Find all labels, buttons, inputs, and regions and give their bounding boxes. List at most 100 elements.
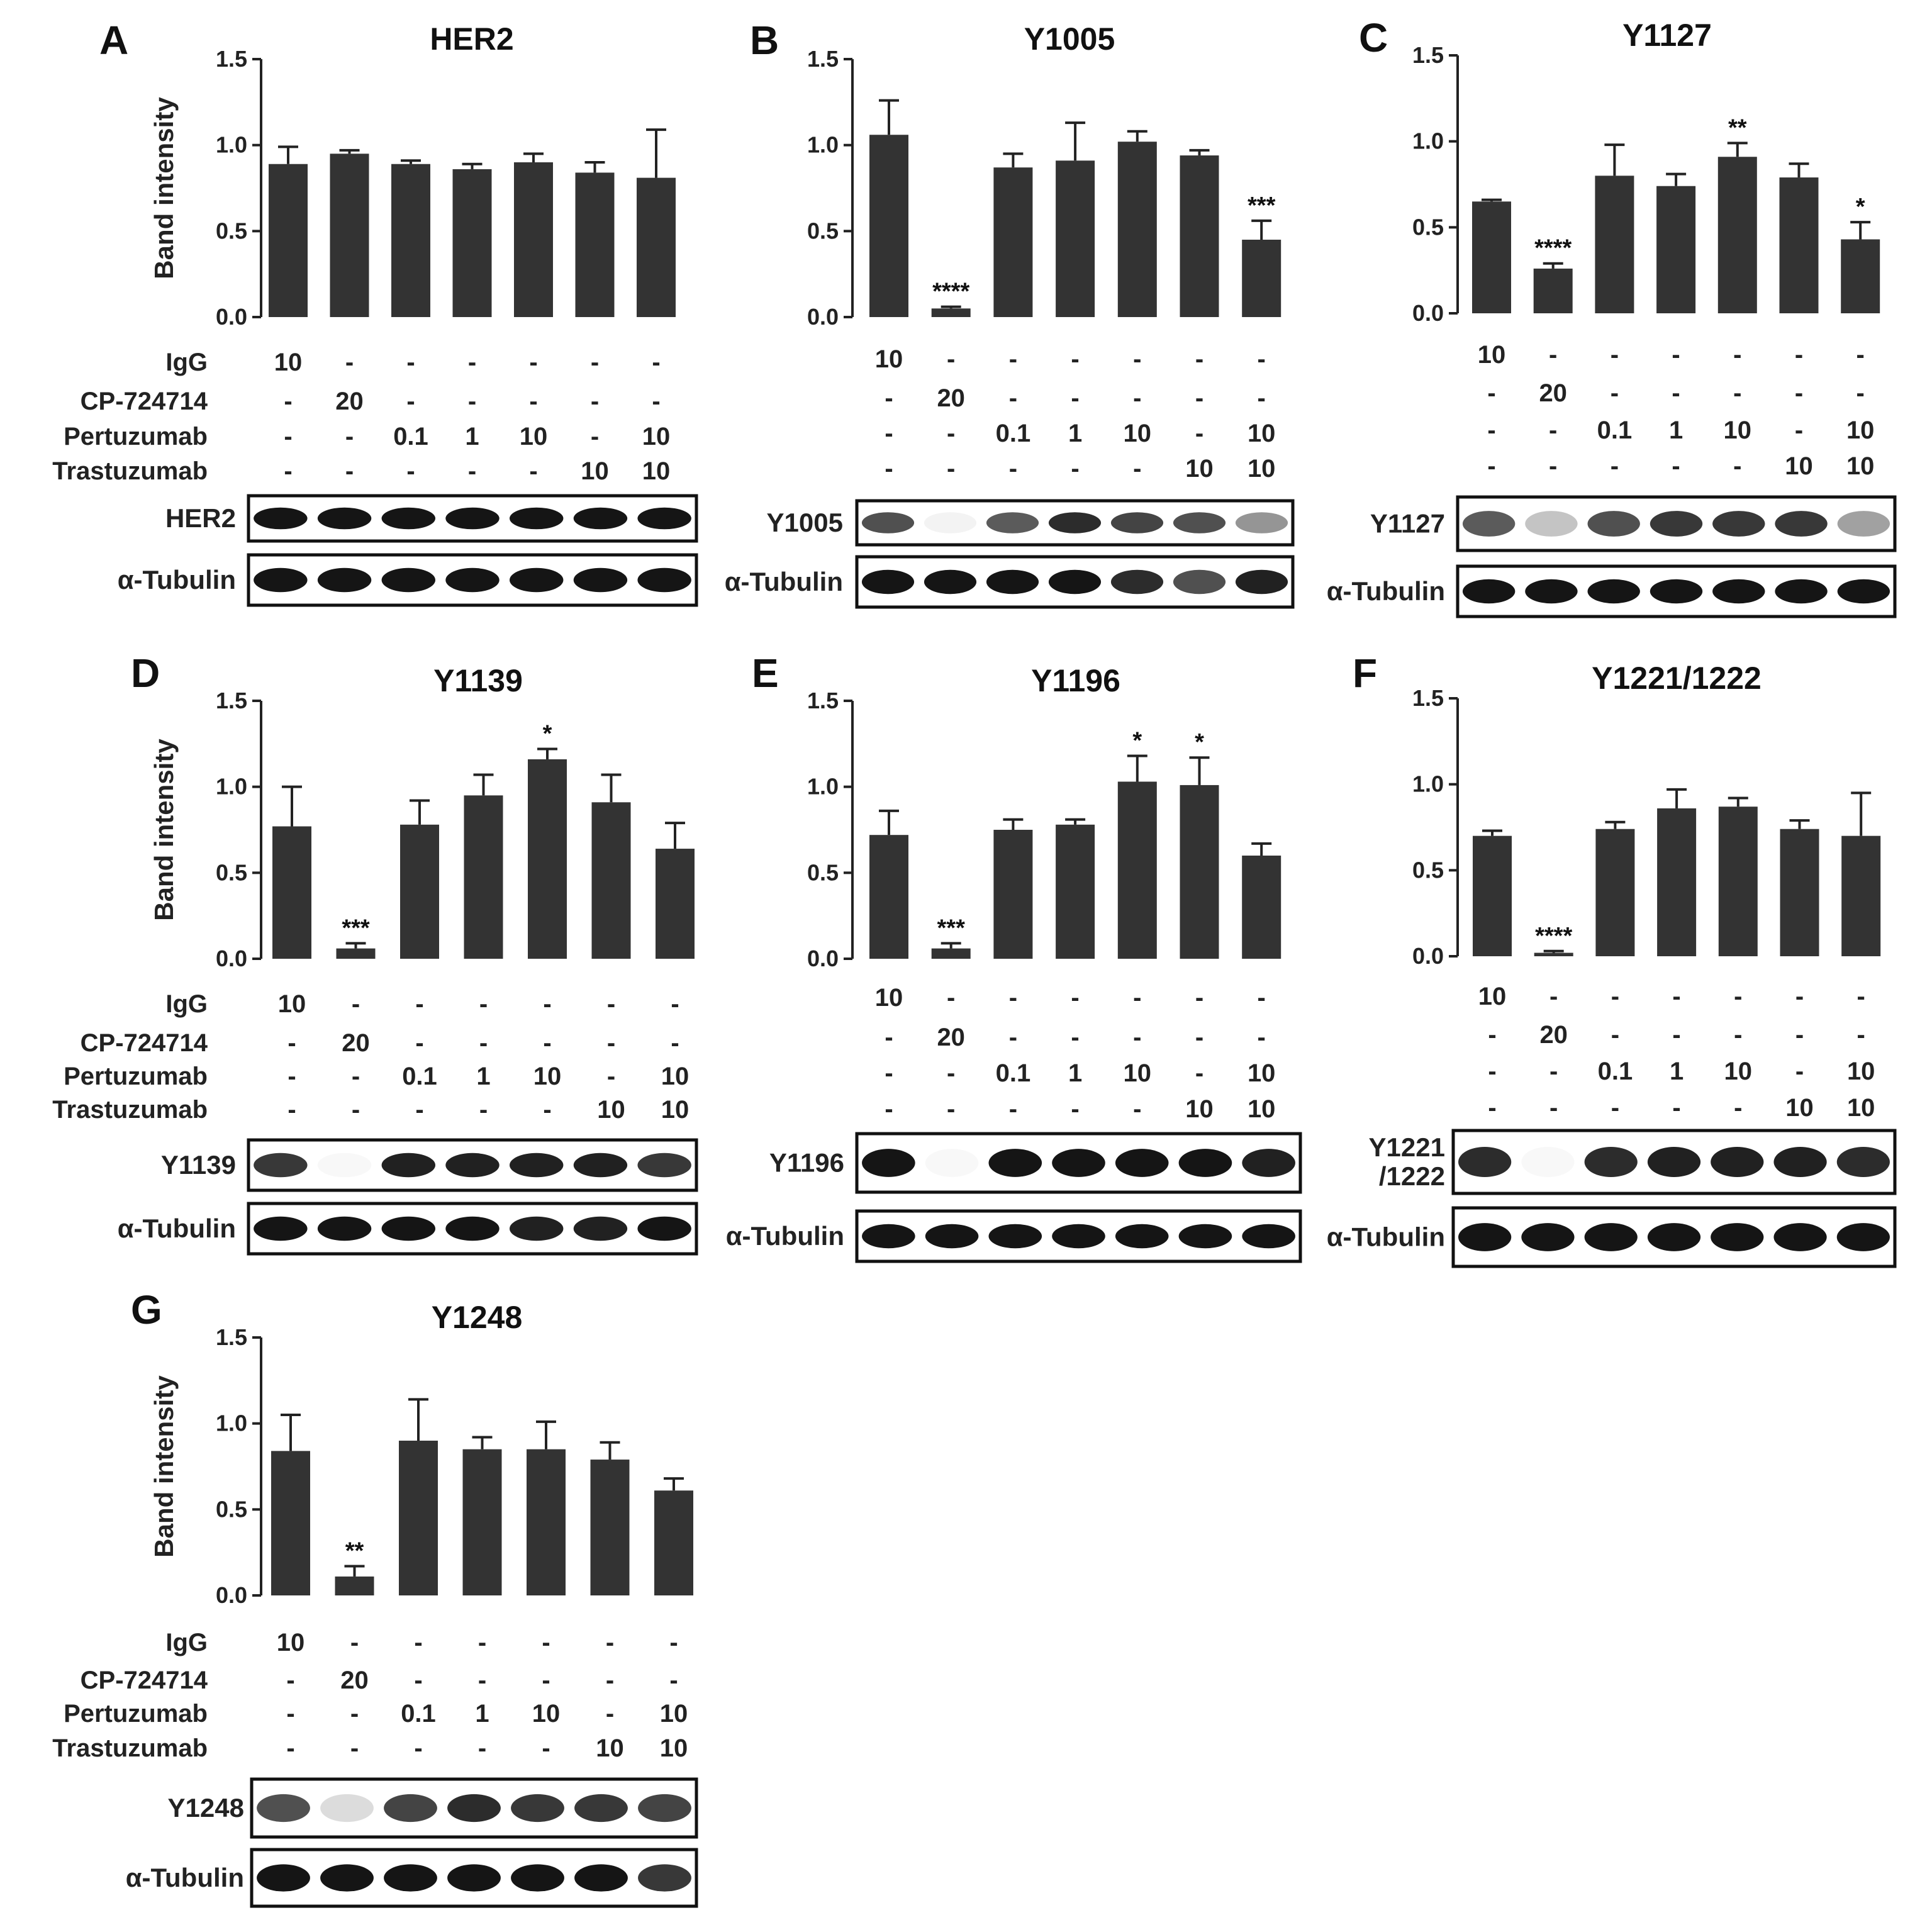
condition-cell: - [286, 1734, 294, 1762]
bar [1473, 835, 1512, 956]
condition-cell: - [947, 455, 955, 483]
condition-cell: 1 [1068, 420, 1082, 447]
condition-cell: - [1488, 1094, 1496, 1122]
condition-cell: - [1611, 983, 1619, 1010]
blot-band [1525, 511, 1578, 537]
condition-cell: 10 [642, 457, 671, 485]
bar [1472, 201, 1511, 313]
bar [1841, 239, 1880, 313]
condition-cell: - [478, 1667, 486, 1694]
blot-band [381, 567, 436, 593]
condition-cell: - [286, 1667, 294, 1694]
condition-cell: 10 [1478, 341, 1506, 369]
condition-cell: 10 [274, 349, 303, 376]
condition-cell: - [350, 1734, 359, 1762]
condition-cell: 10 [1785, 1094, 1814, 1122]
y-tick-label: 0.0 [1412, 300, 1444, 326]
blot-band [1458, 1147, 1512, 1177]
bar [1056, 824, 1095, 959]
blot-band [509, 1216, 564, 1241]
condition-cell: - [669, 1667, 678, 1694]
blot-band [1775, 511, 1828, 537]
condition-cell: 10 [278, 990, 306, 1018]
blot-band [1775, 579, 1828, 604]
condition-cell: - [1133, 384, 1141, 412]
bar [931, 308, 971, 317]
condition-cell: - [1795, 379, 1803, 407]
condition-cell: - [1133, 984, 1141, 1012]
blot-band [1458, 1223, 1512, 1251]
condition-cell: 10 [520, 423, 548, 450]
blot-label: Y1248 [168, 1793, 244, 1823]
condition-cell: 10 [532, 1700, 561, 1728]
significance-marker: *** [937, 915, 966, 941]
condition-cell: - [1611, 379, 1619, 407]
blot-band [1048, 569, 1102, 595]
blot-band [573, 567, 628, 593]
blot-band [511, 1864, 564, 1892]
significance-marker: *** [342, 915, 370, 941]
blot-band [1650, 511, 1703, 537]
condition-cell: - [1549, 341, 1557, 369]
condition-row-label: CP-724714 [81, 388, 208, 415]
bar [335, 1576, 374, 1595]
condition-cell: - [350, 1700, 359, 1728]
blot-band [925, 1224, 979, 1249]
bar [464, 795, 503, 959]
bar [272, 826, 311, 959]
bar [656, 849, 695, 959]
y-tick-label: 0.5 [1412, 214, 1444, 240]
bar [1780, 829, 1819, 956]
bar [1056, 160, 1095, 317]
y-tick-label: 1.5 [216, 46, 247, 72]
y-axis-label: Band intensity [149, 1375, 179, 1558]
condition-cell: 10 [660, 1700, 688, 1728]
blot-band [445, 507, 500, 530]
blot-band [1115, 1224, 1169, 1249]
condition-cell: - [468, 349, 476, 376]
condition-cell: - [1195, 420, 1203, 447]
condition-cell: - [671, 1029, 679, 1057]
condition-cell: 20 [1539, 379, 1567, 407]
condition-cell: - [352, 1096, 360, 1124]
y-tick-label: 1.5 [216, 688, 247, 713]
condition-cell: 10 [875, 345, 903, 373]
panel-letter: B [750, 18, 779, 63]
blot-band [986, 512, 1039, 533]
chart-title: Y1248 [432, 1300, 523, 1335]
y-axis-label: Band intensity [149, 739, 179, 921]
blot-band [320, 1794, 374, 1823]
blot-band [1235, 569, 1288, 595]
condition-cell: - [1195, 1024, 1203, 1051]
bar [1841, 835, 1881, 956]
condition-cell: - [1733, 341, 1741, 369]
bar [1717, 157, 1757, 313]
condition-cell: - [1133, 345, 1141, 373]
blot-band [509, 507, 564, 530]
blot-band [1587, 579, 1640, 604]
condition-cell: - [1258, 345, 1266, 373]
condition-cell: - [414, 1734, 422, 1762]
blot-band [445, 1153, 500, 1178]
blot-band [254, 507, 308, 530]
significance-marker: * [1195, 729, 1204, 756]
panel-letter: C [1359, 15, 1388, 60]
condition-cell: 10 [1248, 455, 1276, 483]
blot-band [861, 569, 915, 595]
significance-marker: * [1132, 727, 1142, 754]
condition-cell: - [1133, 1024, 1141, 1051]
bar [1533, 268, 1573, 313]
blot-band [318, 1153, 371, 1177]
panel-letter: G [131, 1287, 162, 1332]
condition-cell: - [652, 388, 660, 415]
blot-band [1711, 1147, 1764, 1177]
blot-band [988, 1224, 1042, 1249]
condition-cell: - [543, 1096, 551, 1124]
y-axis-label: Band intensity [149, 97, 179, 279]
condition-cell: - [1071, 1095, 1079, 1123]
blot-band [1110, 569, 1164, 595]
y-tick-label: 1.0 [216, 1410, 247, 1436]
